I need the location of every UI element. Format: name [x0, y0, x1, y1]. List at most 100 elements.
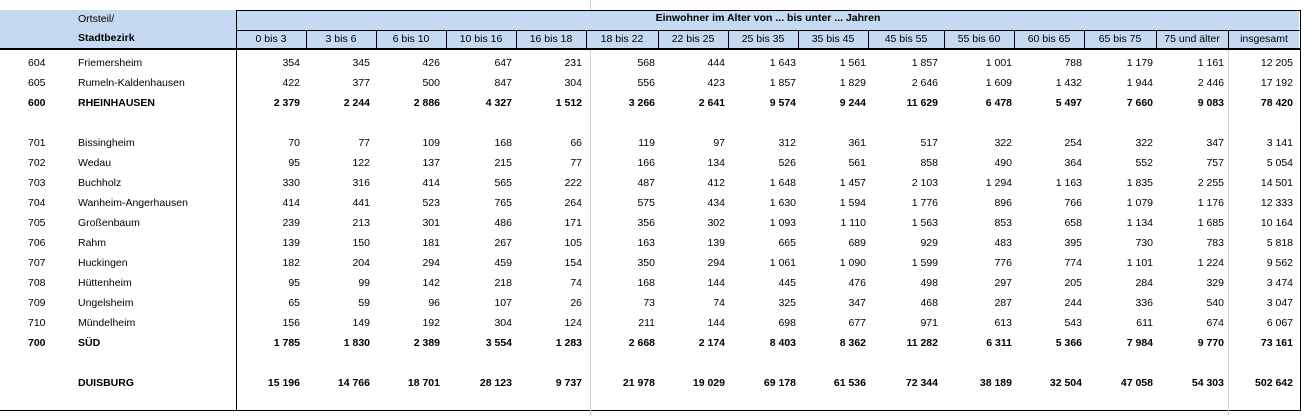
table-cell: 2 379 — [273, 97, 300, 109]
table-cell: 19 029 — [692, 377, 725, 389]
table-cell: 7 660 — [1126, 97, 1153, 109]
table-cell: 445 — [778, 277, 796, 289]
table-cell: 658 — [1064, 217, 1082, 229]
table-cell: 6 311 — [986, 337, 1012, 349]
table-cell: 122 — [352, 157, 370, 169]
table-cell: 95 — [288, 277, 300, 289]
table-cell: 498 — [920, 277, 938, 289]
table-cell: 1 283 — [555, 337, 582, 349]
right-table-border — [1300, 10, 1301, 411]
table-cell: 119 — [638, 137, 655, 149]
table-cell: 356 — [637, 217, 655, 229]
row-code: 605 — [28, 77, 46, 89]
column-header-divider — [868, 30, 869, 49]
column-header: 25 bis 35 — [741, 33, 785, 45]
table-cell: 490 — [994, 157, 1012, 169]
table-cell: 2 103 — [911, 177, 938, 189]
table-cell: 168 — [494, 137, 512, 149]
table-cell: 77 — [358, 137, 370, 149]
table-cell: 468 — [920, 297, 938, 309]
table-cell: 361 — [848, 137, 866, 149]
table-cell: 1 685 — [1197, 217, 1224, 229]
table-cell: 412 — [707, 177, 725, 189]
table-cell: 222 — [564, 177, 582, 189]
table-cell: 150 — [352, 237, 370, 249]
table-cell: 971 — [920, 317, 938, 329]
column-header-divider — [1014, 30, 1015, 49]
table-cell: 1 776 — [911, 197, 938, 209]
table-cell: 2 389 — [413, 337, 440, 349]
table-cell: 1 163 — [1055, 177, 1082, 189]
table-cell: 21 978 — [622, 377, 655, 389]
row-code: 707 — [28, 257, 46, 269]
table-cell: 765 — [494, 197, 512, 209]
table-cell: 556 — [637, 77, 655, 89]
table-cell: 7 984 — [1126, 337, 1153, 349]
table-cell: 38 189 — [979, 377, 1012, 389]
table-cell: 1 161 — [1197, 57, 1224, 69]
table-cell: 500 — [422, 77, 440, 89]
column-header-divider — [1084, 30, 1085, 49]
column-header: 55 bis 60 — [957, 33, 1001, 45]
table-cell: 434 — [707, 197, 725, 209]
table-cell: 329 — [1206, 277, 1224, 289]
row-code: 600 — [28, 97, 46, 109]
table-cell: 5 497 — [1055, 97, 1082, 109]
table-cell: 853 — [994, 217, 1012, 229]
table-cell: 1 648 — [769, 177, 796, 189]
table-cell: 218 — [494, 277, 512, 289]
table-bottom-border — [0, 410, 1300, 411]
table-cell: 788 — [1064, 57, 1082, 69]
table-cell: 73 — [643, 297, 655, 309]
table-cell: 2 641 — [698, 97, 725, 109]
table-cell: 674 — [1206, 317, 1224, 329]
table-cell: 347 — [1206, 137, 1224, 149]
table-cell: 107 — [494, 297, 512, 309]
table-cell: 476 — [848, 277, 866, 289]
table-cell: 568 — [637, 57, 655, 69]
table-cell: 54 303 — [1191, 377, 1224, 389]
table-cell: 1 294 — [985, 177, 1012, 189]
column-header: 65 bis 75 — [1098, 33, 1142, 45]
row-name: Huckingen — [78, 257, 128, 269]
table-cell: 5 818 — [1266, 237, 1293, 249]
table-cell: 15 196 — [267, 377, 300, 389]
table-cell: 1 944 — [1126, 77, 1153, 89]
table-cell: 2 668 — [628, 337, 655, 349]
table-cell: 1 061 — [769, 257, 796, 269]
row-code: 604 — [28, 57, 46, 69]
row-name: SÜD — [78, 337, 101, 349]
table-cell: 395 — [1064, 237, 1082, 249]
table-cell: 523 — [422, 197, 440, 209]
table-cell: 1 079 — [1126, 197, 1153, 209]
table-cell: 312 — [778, 137, 796, 149]
table-cell: 487 — [637, 177, 655, 189]
table-cell: 9 244 — [839, 97, 866, 109]
table-cell: 12 205 — [1260, 57, 1293, 69]
table-cell: 847 — [494, 77, 512, 89]
table-cell: 3 141 — [1266, 137, 1293, 149]
row-name: Wedau — [78, 157, 112, 169]
table-cell: 766 — [1064, 197, 1082, 209]
row-code: 708 — [28, 277, 46, 289]
table-cell: 517 — [920, 137, 938, 149]
table-cell: 1 563 — [911, 217, 938, 229]
total-column-divider-header — [1228, 30, 1229, 49]
table-cell: 61 536 — [833, 377, 866, 389]
table-cell: 1 101 — [1126, 257, 1153, 269]
table-cell: 168 — [637, 277, 655, 289]
table-cell: 426 — [422, 57, 440, 69]
row-code: 706 — [28, 237, 46, 249]
table-cell: 1 224 — [1197, 257, 1224, 269]
table-cell: 6 067 — [1266, 317, 1293, 329]
table-cell: 211 — [638, 317, 655, 329]
column-header: 75 und älter — [1164, 33, 1220, 45]
column-header: insgesamt — [1240, 33, 1288, 45]
row-label-divider — [236, 10, 237, 411]
table-cell: 284 — [1135, 277, 1153, 289]
table-cell: 72 344 — [905, 377, 938, 389]
table-cell: 1 609 — [985, 77, 1012, 89]
table-cell: 11 282 — [906, 337, 938, 349]
table-cell: 9 083 — [1197, 97, 1224, 109]
table-cell: 698 — [778, 317, 796, 329]
